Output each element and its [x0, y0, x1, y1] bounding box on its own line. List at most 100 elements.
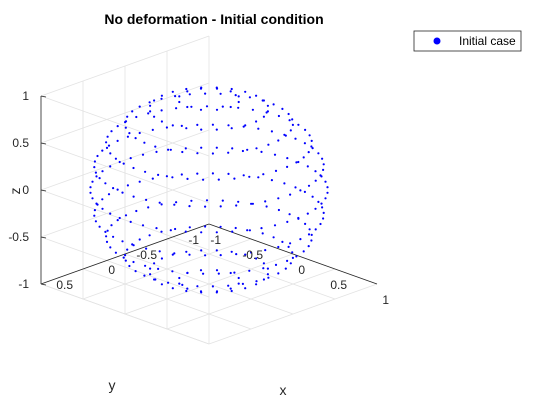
data-point — [311, 147, 314, 150]
data-point — [237, 200, 240, 203]
data-point — [148, 234, 151, 237]
data-point — [307, 233, 311, 236]
y-tick-label: 0 — [108, 263, 115, 277]
data-point — [217, 272, 220, 275]
data-point — [122, 256, 125, 259]
data-point — [262, 99, 265, 102]
data-point — [319, 174, 322, 177]
data-point — [188, 253, 191, 256]
legend-label: Initial case — [459, 34, 516, 48]
data-point — [190, 105, 193, 108]
data-point — [230, 250, 233, 253]
data-point — [227, 284, 230, 287]
data-point — [158, 250, 161, 253]
data-point — [173, 252, 176, 255]
data-point — [304, 222, 307, 225]
data-point — [326, 191, 329, 194]
data-point — [246, 148, 249, 151]
data-point — [171, 90, 174, 93]
data-point — [149, 273, 152, 276]
data-point — [160, 94, 163, 97]
data-point — [251, 202, 254, 205]
data-point — [288, 213, 291, 216]
data-point — [160, 120, 163, 123]
data-point — [93, 214, 96, 217]
data-point — [151, 128, 154, 131]
data-point — [274, 169, 278, 172]
data-point — [178, 282, 181, 285]
data-point — [241, 149, 244, 153]
data-point — [281, 107, 284, 110]
data-point — [101, 207, 104, 210]
data-point — [307, 184, 311, 187]
data-point — [261, 232, 264, 235]
legend-box — [413, 30, 522, 52]
data-point — [227, 124, 230, 127]
data-point — [128, 264, 131, 268]
data-point — [319, 222, 322, 226]
data-point — [135, 115, 138, 119]
data-point — [295, 161, 298, 164]
data-point — [310, 239, 313, 242]
data-point — [204, 205, 207, 208]
data-points — [89, 86, 329, 294]
data-point — [128, 132, 131, 135]
data-point — [124, 121, 127, 124]
data-point — [248, 229, 251, 232]
data-point — [219, 225, 222, 228]
data-point — [118, 216, 121, 220]
data-point — [230, 87, 233, 91]
data-point — [311, 195, 314, 198]
data-point — [257, 127, 260, 130]
data-point — [234, 94, 237, 97]
data-point — [144, 170, 147, 173]
data-point — [308, 134, 311, 137]
data-point — [215, 128, 218, 131]
data-point — [277, 139, 280, 142]
data-point — [255, 257, 258, 260]
data-point — [110, 224, 113, 227]
data-point — [297, 160, 300, 164]
y-axis-line — [40, 223, 210, 285]
data-point — [109, 152, 112, 155]
data-point — [134, 270, 137, 273]
data-point — [153, 99, 156, 102]
data-point — [143, 274, 146, 277]
data-point — [303, 142, 306, 145]
gridline — [40, 95, 210, 157]
data-point — [227, 151, 230, 154]
data-point — [286, 220, 289, 223]
data-point — [230, 289, 233, 293]
data-point — [229, 287, 232, 290]
gridline — [40, 35, 210, 97]
data-point — [255, 94, 258, 97]
data-point — [242, 125, 245, 128]
data-point — [215, 146, 218, 149]
data-point — [151, 177, 154, 180]
data-point — [326, 186, 329, 189]
data-point — [234, 226, 237, 230]
data-point — [294, 186, 297, 189]
data-point — [314, 170, 317, 173]
data-point — [200, 128, 203, 131]
data-point — [138, 238, 141, 241]
data-point — [106, 135, 109, 138]
data-point — [165, 175, 168, 178]
data-point — [93, 166, 96, 169]
data-point — [303, 190, 306, 193]
data-point — [153, 115, 156, 118]
data-point — [237, 106, 240, 109]
data-point — [180, 173, 183, 176]
data-point — [188, 226, 191, 229]
data-point — [265, 205, 268, 208]
z-tick-label: -0.5 — [8, 230, 29, 244]
data-point — [291, 123, 294, 126]
data-point — [221, 199, 224, 202]
gridline — [40, 82, 210, 144]
data-point — [211, 123, 214, 126]
data-point — [200, 291, 203, 294]
z-tick-mark — [40, 95, 47, 98]
data-point — [257, 176, 260, 179]
data-point — [262, 278, 265, 281]
